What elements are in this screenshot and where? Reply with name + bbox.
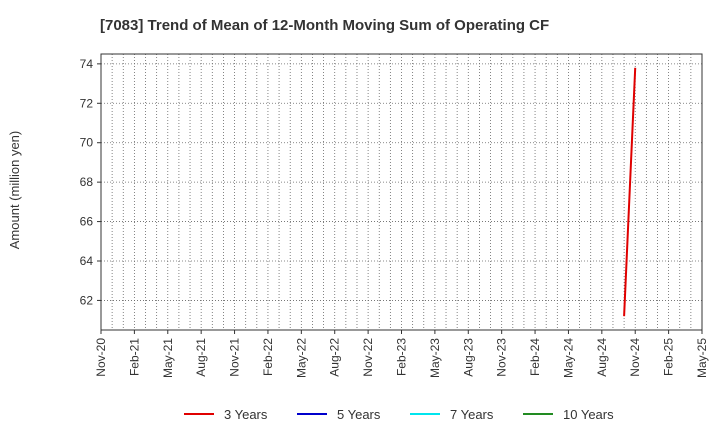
x-tick-label: Nov-21 — [228, 338, 242, 377]
x-tick-label: Feb-21 — [127, 338, 141, 376]
x-tick-label: May-23 — [428, 338, 442, 378]
legend: 3 Years 5 Years 7 Years 10 Years — [184, 407, 614, 422]
x-tick-label: Nov-24 — [628, 338, 642, 377]
legend-label: 3 Years — [224, 407, 268, 422]
x-tick-label: Aug-21 — [194, 338, 208, 377]
x-tick-label: Nov-20 — [94, 338, 108, 377]
x-tick-label: Aug-24 — [595, 338, 609, 377]
x-tick-label: Feb-23 — [395, 338, 409, 376]
x-tick-label: Nov-23 — [495, 338, 509, 377]
legend-label: 5 Years — [337, 407, 381, 422]
x-tick-label: Aug-23 — [461, 338, 475, 377]
x-tick-label: Feb-24 — [528, 338, 542, 376]
x-tick-label: Aug-22 — [328, 338, 342, 377]
x-tick-label: Feb-22 — [261, 338, 275, 376]
y-tick-label: 72 — [80, 96, 94, 110]
grid — [101, 54, 702, 330]
x-tick-label: May-24 — [561, 338, 575, 378]
series-line-3-years — [623, 67, 637, 317]
legend-label: 7 Years — [450, 407, 494, 422]
chart-title: [7083] Trend of Mean of 12-Month Moving … — [100, 17, 549, 34]
y-axis-ticks: 62 64 66 68 70 72 74 — [80, 57, 101, 307]
y-axis-label: Amount (million yen) — [7, 131, 22, 250]
y-tick-label: 74 — [80, 57, 94, 71]
y-tick-label: 64 — [80, 254, 94, 268]
x-tick-label: May-25 — [695, 338, 709, 378]
y-tick-label: 68 — [80, 175, 94, 189]
y-tick-label: 66 — [80, 215, 94, 229]
legend-label: 10 Years — [563, 407, 614, 422]
x-tick-label: Nov-22 — [361, 338, 375, 377]
x-tick-label: Feb-25 — [662, 338, 676, 376]
x-axis-ticks: Nov-20 Feb-21 May-21 Aug-21 Nov-21 Feb-22 May-… — [94, 330, 709, 378]
x-tick-label: May-22 — [294, 338, 308, 378]
y-tick-label: 70 — [80, 136, 94, 150]
x-tick-label: May-21 — [161, 338, 175, 378]
y-tick-label: 62 — [80, 293, 94, 307]
series-lines — [623, 67, 637, 317]
